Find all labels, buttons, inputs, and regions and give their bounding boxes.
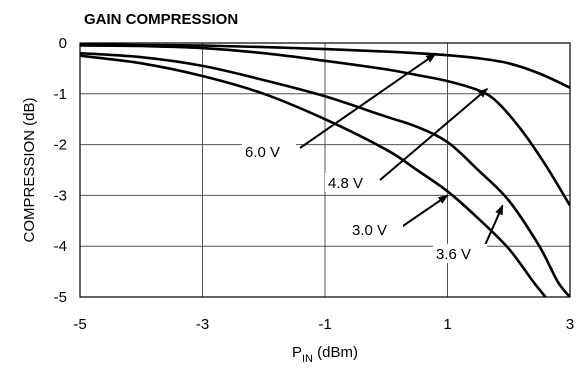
- annotation-arrow: [299, 53, 437, 149]
- grid: [80, 43, 570, 297]
- annotations: 6.0 V 4.8 V 3.0 V 3.6 V: [242, 53, 504, 263]
- x-axis-label: PIN (dBm): [292, 344, 358, 365]
- y-tick-label: -4: [54, 238, 67, 255]
- annotation-arrow: [399, 194, 449, 229]
- x-tick-label: 3: [566, 316, 574, 333]
- annotation-label-bg: [242, 142, 296, 161]
- annotation-label-bg: [349, 220, 403, 239]
- annotation-label-bg: [433, 244, 487, 263]
- y-tick-label: -1: [54, 86, 67, 103]
- y-tick-label: -5: [54, 289, 67, 306]
- annotation-label: 4.8 V: [328, 175, 363, 192]
- annotation-arrow: [379, 87, 489, 181]
- y-tick-label: -2: [54, 137, 67, 154]
- y-tick-label: 0: [59, 35, 67, 52]
- x-axis-label-unit: (dBm): [313, 344, 358, 361]
- x-tick-label: -1: [318, 316, 331, 333]
- series-line-3-0V: [80, 54, 547, 297]
- x-tick-label: 1: [443, 316, 451, 333]
- series-line-4-8V: [80, 44, 570, 207]
- y-axis-label: COMPRESSION (dB): [21, 97, 38, 242]
- series-line-3-6V: [80, 51, 570, 297]
- plot-frame: [79, 42, 571, 298]
- annotation-label: 3.0 V: [352, 222, 387, 239]
- x-tick-label: -5: [73, 316, 86, 333]
- series-line-6-0V: [80, 43, 570, 89]
- x-tick-labels: -5 -3 -1 1 3: [73, 316, 574, 333]
- x-axis-label-sub: IN: [302, 353, 313, 365]
- y-tick-labels: 0 -1 -2 -3 -4 -5: [54, 35, 67, 306]
- series-curves: [80, 43, 570, 297]
- annotation-label: 3.6 V: [436, 246, 471, 263]
- chart-title: GAIN COMPRESSION: [84, 11, 238, 28]
- y-tick-label: -3: [54, 187, 67, 204]
- annotation-label-bg: [325, 173, 379, 192]
- x-tick-label: -3: [196, 316, 209, 333]
- x-axis-label-main: P: [292, 344, 302, 361]
- annotation-label: 6.0 V: [245, 144, 280, 161]
